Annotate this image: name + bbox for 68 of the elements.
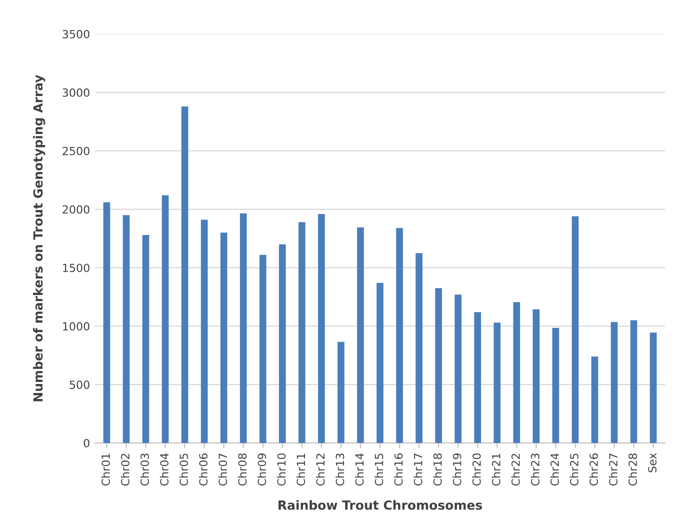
x-tick-label: Chr26 xyxy=(589,453,598,486)
bar xyxy=(474,312,482,443)
y-tick-label: 2000 xyxy=(62,205,90,214)
bar xyxy=(181,106,188,443)
x-tick-label: Chr20 xyxy=(472,453,481,486)
bar xyxy=(142,234,150,443)
x-tick-label: Chr24 xyxy=(550,453,559,486)
x-tick-label: Chr04 xyxy=(160,453,168,486)
bar xyxy=(298,222,306,443)
bar xyxy=(200,220,208,443)
x-tick-label: Chr10 xyxy=(277,453,286,486)
x-tick-label: Chr13 xyxy=(336,454,344,486)
bar xyxy=(610,322,618,443)
x-tick-label: Chr09 xyxy=(258,454,266,486)
x-tick-label: Chr05 xyxy=(179,454,188,486)
bar xyxy=(376,282,384,443)
x-tick-label: Chr23 xyxy=(530,454,540,486)
bar xyxy=(630,320,638,443)
bar xyxy=(357,227,364,443)
x-tick-label: Chr12 xyxy=(316,454,325,486)
x-tick-label: Chr19 xyxy=(452,454,462,486)
x-tick-label: Chr08 xyxy=(238,453,247,486)
bar xyxy=(162,195,169,443)
bar xyxy=(435,288,442,443)
bar xyxy=(220,232,228,443)
bar xyxy=(532,309,540,443)
y-tick-label: 3500 xyxy=(62,30,90,38)
bar xyxy=(122,215,130,443)
y-tick-label: 500 xyxy=(70,380,90,389)
y-tick-label: 2500 xyxy=(62,146,90,156)
bar xyxy=(240,213,247,443)
x-tick-label: Chr28 xyxy=(628,453,637,486)
x-tick-label: Chr07 xyxy=(218,454,228,486)
bar xyxy=(278,244,286,443)
y-tick-label: 1000 xyxy=(63,322,90,331)
bar xyxy=(318,214,325,443)
bar xyxy=(494,322,501,443)
x-tick-label: Chr16 xyxy=(394,453,403,486)
x-tick-label: Chr18 xyxy=(433,453,442,486)
bar xyxy=(454,294,462,443)
y-tick-label: 1500 xyxy=(63,264,90,272)
bar xyxy=(572,216,579,443)
x-tick-label: Chr15 xyxy=(374,454,384,486)
x-tick-label: Chr21 xyxy=(492,454,500,486)
bar xyxy=(552,328,560,443)
x-tick-label: Chr01 xyxy=(101,454,110,486)
x-axis-title: Rainbow Trout Chromosomes xyxy=(278,500,482,510)
bar xyxy=(338,342,344,443)
bar xyxy=(416,253,422,443)
y-tick-label: 0 xyxy=(84,438,90,448)
y-axis-title: Number of markers on Trout Genotyping Array xyxy=(33,74,46,402)
x-tick-label: Chr25 xyxy=(570,454,578,486)
bar xyxy=(396,228,403,443)
x-tick-label: Chr03 xyxy=(140,454,149,486)
bar xyxy=(103,202,110,443)
y-tick-label: 3000 xyxy=(62,88,90,97)
x-tick-label: Chr17 xyxy=(414,454,422,486)
x-tick-label: Chr27 xyxy=(608,454,618,486)
x-tick-label: Chr02 xyxy=(120,454,130,486)
x-tick-label: Sex xyxy=(648,453,657,472)
x-tick-label: Chr14 xyxy=(355,453,364,486)
x-tick-label: Chr11 xyxy=(296,454,306,486)
x-tick-label: Chr22 xyxy=(511,454,520,486)
bar xyxy=(259,254,266,443)
bar xyxy=(591,356,598,443)
x-tick-label: Chr06 xyxy=(198,453,208,486)
bar xyxy=(650,332,657,443)
bar xyxy=(513,302,520,443)
